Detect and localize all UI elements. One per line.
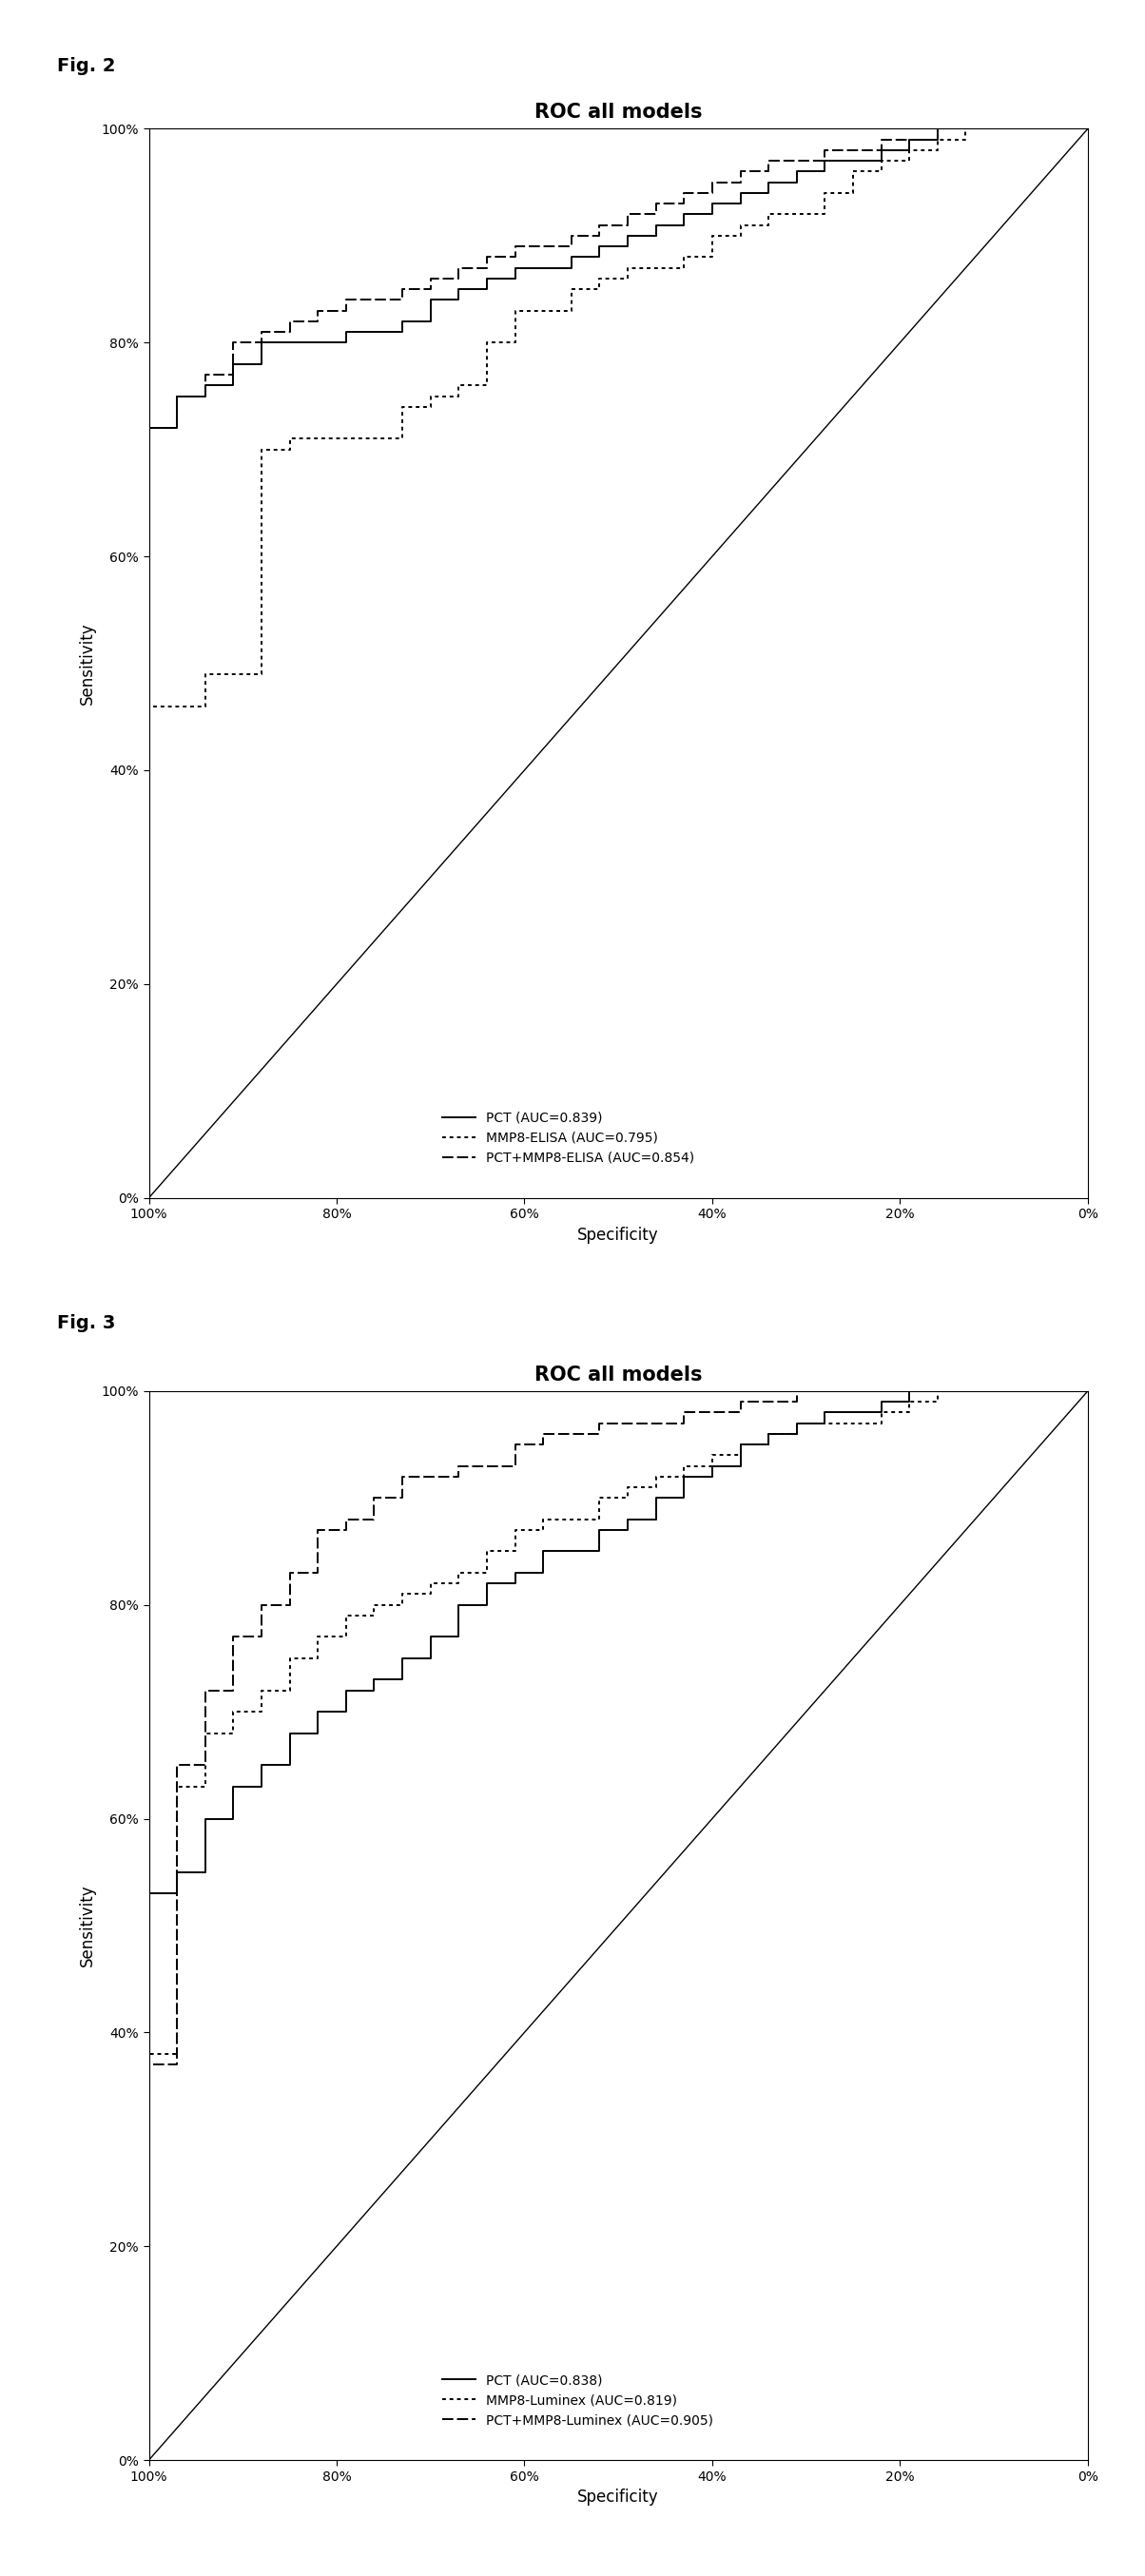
X-axis label: Specificity: Specificity: [577, 2488, 660, 2506]
Legend: PCT (AUC=0.839), MMP8-ELISA (AUC=0.795), PCT+MMP8-ELISA (AUC=0.854): PCT (AUC=0.839), MMP8-ELISA (AUC=0.795),…: [437, 1105, 700, 1170]
Legend: PCT (AUC=0.838), MMP8-Luminex (AUC=0.819), PCT+MMP8-Luminex (AUC=0.905): PCT (AUC=0.838), MMP8-Luminex (AUC=0.819…: [437, 2367, 719, 2432]
Title: ROC all models: ROC all models: [535, 103, 702, 121]
X-axis label: Specificity: Specificity: [577, 1226, 660, 1244]
Text: Fig. 2: Fig. 2: [57, 57, 116, 75]
Y-axis label: Sensitivity: Sensitivity: [79, 1886, 96, 1965]
Y-axis label: Sensitivity: Sensitivity: [79, 623, 96, 703]
Title: ROC all models: ROC all models: [535, 1365, 702, 1383]
Text: Fig. 3: Fig. 3: [57, 1314, 116, 1332]
